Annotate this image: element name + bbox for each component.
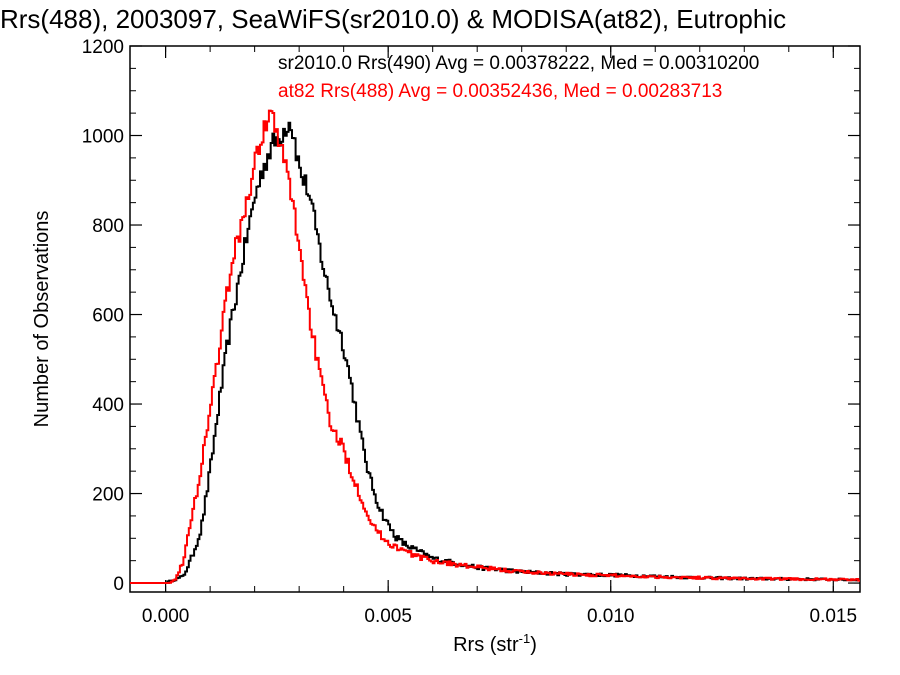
chart-title: Rrs(488), 2003097, SeaWiFS(sr2010.0) & M… xyxy=(0,4,786,34)
x-axis-label-superscript: -1 xyxy=(519,631,531,646)
legend-entry-1: sr2010.0 Rrs(490) Avg = 0.00378222, Med … xyxy=(278,53,759,74)
series-line-1 xyxy=(130,121,860,584)
series-group xyxy=(130,109,860,584)
series-line-2 xyxy=(130,109,860,584)
legend-entry-2: at82 Rrs(488) Avg = 0.00352436, Med = 0.… xyxy=(278,81,722,102)
x-tick-label: 0.010 xyxy=(587,606,635,627)
plot-frame xyxy=(129,45,861,593)
x-axis-label-close: ) xyxy=(530,634,537,656)
x-axis-label: Rrs (str-1) xyxy=(453,631,537,656)
y-axis-label: Number of Observations xyxy=(31,211,53,428)
y-tick-label: 600 xyxy=(92,306,124,327)
y-tick-label: 800 xyxy=(92,216,124,237)
y-tick-label: 1200 xyxy=(82,37,124,58)
x-tick-label: 0.015 xyxy=(810,606,858,627)
y-tick-label: 1000 xyxy=(82,127,124,148)
x-axis-label-main: Rrs (str xyxy=(453,634,519,656)
axis-ticks: 0.000 0.005 0.010 0.015 0 200 400 600 800 1000 120… xyxy=(82,37,860,627)
y-tick-label: 200 xyxy=(92,485,124,506)
x-tick-label: 0.005 xyxy=(364,606,412,627)
y-tick-label: 400 xyxy=(92,395,124,416)
y-tick-label: 0 xyxy=(113,574,124,595)
x-tick-label: 0.000 xyxy=(142,606,190,627)
